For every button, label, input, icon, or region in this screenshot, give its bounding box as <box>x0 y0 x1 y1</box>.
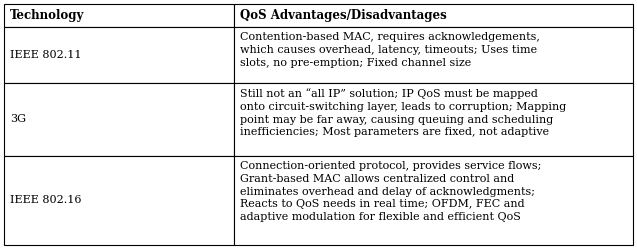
Text: Connection-oriented protocol, provides service flows;
Grant-based MAC allows cen: Connection-oriented protocol, provides s… <box>240 161 541 222</box>
Bar <box>234 83 633 156</box>
Bar <box>4 27 234 83</box>
Bar <box>4 4 234 27</box>
Text: QoS Advantages/Disadvantages: QoS Advantages/Disadvantages <box>240 9 447 22</box>
Bar <box>4 83 234 156</box>
Text: Contention-based MAC, requires acknowledgements,
which causes overhead, latency,: Contention-based MAC, requires acknowled… <box>240 32 540 68</box>
Bar <box>234 156 633 245</box>
Text: 3G: 3G <box>10 114 26 124</box>
Bar <box>234 4 633 27</box>
Text: Still not an “all IP” solution; IP QoS must be mapped
onto circuit-switching lay: Still not an “all IP” solution; IP QoS m… <box>240 88 566 137</box>
Bar <box>234 27 633 83</box>
Text: IEEE 802.16: IEEE 802.16 <box>10 195 82 205</box>
Text: Technology: Technology <box>10 9 84 22</box>
Bar <box>4 156 234 245</box>
Text: IEEE 802.11: IEEE 802.11 <box>10 50 82 60</box>
